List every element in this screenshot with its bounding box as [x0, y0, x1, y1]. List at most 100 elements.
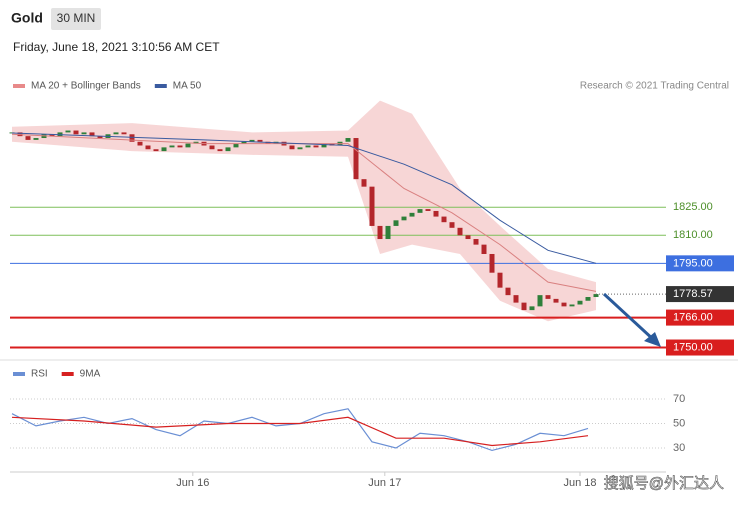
candle [137, 141, 143, 146]
candle [585, 297, 591, 301]
candle [193, 141, 199, 144]
legend-swatch [13, 84, 25, 88]
level-label: 1810.00 [673, 229, 713, 241]
candle [217, 149, 223, 152]
candle [33, 138, 39, 140]
candle [129, 134, 135, 142]
candle [73, 130, 79, 135]
candle [449, 222, 455, 228]
timeframe[interactable]: 30 MIN [57, 11, 96, 25]
candle [313, 145, 319, 148]
candle [169, 145, 175, 148]
candle [513, 295, 519, 303]
x-tick-label: Jun 17 [368, 477, 401, 489]
candle [457, 227, 463, 236]
legend-swatch [61, 372, 74, 376]
watermark: 搜狐号@外汇达人 [604, 475, 724, 492]
candle [185, 143, 191, 148]
current-price-box [666, 286, 734, 303]
copyright: Research © 2021 Trading Central [580, 81, 729, 92]
x-tick-label: Jun 16 [176, 477, 209, 489]
y-tick-label: 30 [673, 442, 685, 454]
candle [473, 239, 479, 245]
candle [409, 212, 415, 217]
candle [161, 147, 167, 152]
candle [553, 298, 559, 303]
candle [569, 304, 575, 307]
indicator-line [11, 416, 589, 447]
candle [25, 136, 31, 140]
candle [593, 294, 599, 298]
candle [177, 145, 183, 148]
candle [577, 300, 583, 305]
level-label: 1766.00 [673, 311, 713, 323]
candle [9, 132, 15, 134]
x-tick-label: Jun 18 [563, 477, 596, 489]
candle [433, 210, 439, 217]
legend-swatch [13, 372, 25, 376]
candle [89, 132, 95, 137]
candle [401, 216, 407, 221]
candle [393, 220, 399, 226]
candle [153, 149, 159, 152]
candle [361, 179, 367, 187]
candle [425, 209, 431, 211]
candle [305, 145, 311, 148]
level-label: 1750.00 [673, 341, 713, 353]
candle [537, 295, 543, 307]
candle [377, 225, 383, 240]
legend-swatch [154, 84, 167, 88]
candle [81, 132, 87, 135]
candle [545, 295, 551, 299]
candle [297, 147, 303, 150]
candle [489, 253, 495, 273]
candle [481, 244, 487, 254]
candle [529, 306, 535, 311]
candle [561, 302, 567, 307]
symbol: Gold [11, 10, 43, 26]
timeframe-badge[interactable] [51, 8, 101, 30]
legend-label: MA 50 [173, 81, 202, 92]
level-label-box [666, 255, 734, 272]
level-label: 1795.00 [673, 257, 713, 269]
candle [233, 143, 239, 148]
y-tick-label: 70 [673, 393, 685, 405]
candle [225, 147, 231, 152]
level-label-box [666, 309, 734, 326]
level-label: 1825.00 [673, 201, 713, 213]
candle [145, 145, 151, 150]
candle [113, 132, 119, 135]
forecast-arrowhead [644, 332, 661, 347]
candle [121, 132, 127, 135]
candle [385, 225, 391, 240]
level-label-box [666, 339, 734, 356]
candle [249, 139, 255, 142]
candle [465, 235, 471, 240]
forecast-arrow [602, 292, 657, 343]
candle [49, 134, 55, 137]
legend-label: 9MA [80, 369, 101, 380]
legend-label: MA 20 + Bollinger Bands [31, 81, 141, 92]
candle [345, 138, 351, 142]
candle [289, 145, 295, 150]
candle [65, 130, 71, 133]
ma-line [11, 132, 597, 264]
candle [257, 139, 263, 142]
candle [417, 209, 423, 213]
candle [241, 141, 247, 144]
candle [521, 302, 527, 311]
timestamp: Friday, June 18, 2021 3:10:56 AM CET [13, 40, 220, 54]
legend-label: RSI [31, 369, 48, 380]
y-tick-label: 50 [673, 417, 685, 429]
candle [209, 145, 215, 150]
candle [369, 186, 375, 226]
current-price-label: 1778.57 [673, 288, 713, 300]
candle [441, 216, 447, 223]
candle [505, 287, 511, 296]
candle [497, 272, 503, 288]
candle [353, 138, 359, 180]
candle [321, 143, 327, 148]
candle [97, 136, 103, 139]
